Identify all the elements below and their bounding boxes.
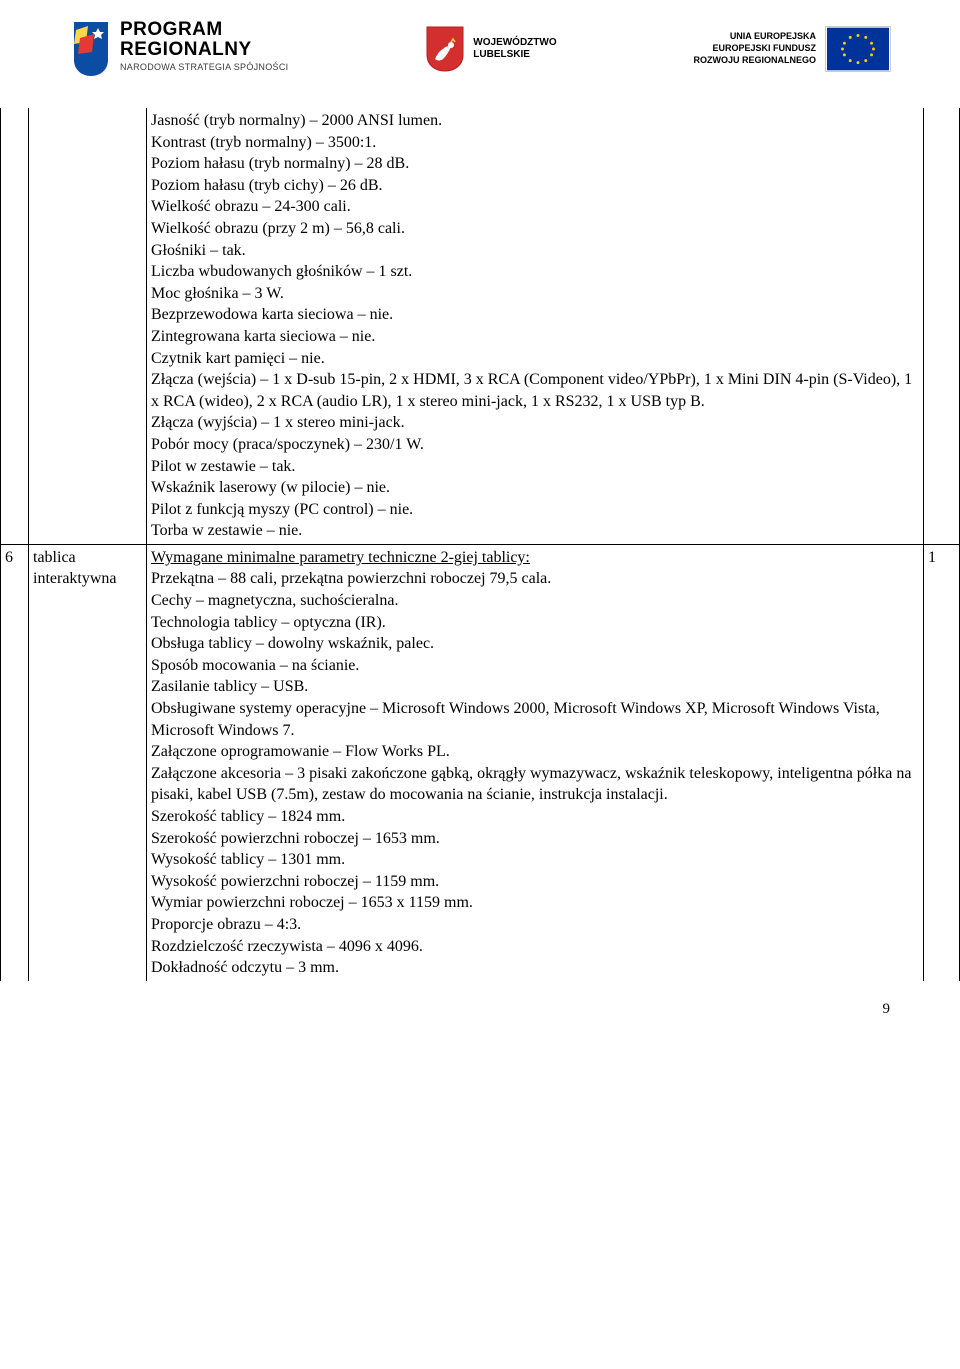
eu-flag-icon <box>826 27 890 71</box>
spec-line: Torba w zestawie – nie. <box>151 520 919 542</box>
spec-line: Wielkość obrazu (przy 2 m) – 56,8 cali. <box>151 218 919 240</box>
pr-line2: REGIONALNY <box>120 40 288 60</box>
shield-icon <box>425 25 465 73</box>
spec-line: Wielkość obrazu – 24-300 cali. <box>151 196 919 218</box>
spec-line: Moc głośnika – 3 W. <box>151 283 919 305</box>
spec-line: Rozdzielczość rzeczywista – 4096 x 4096. <box>151 936 919 958</box>
spec-line: Proporcje obrazu – 4:3. <box>151 914 919 936</box>
eu-line3: ROZWOJU REGIONALNEGO <box>693 55 816 67</box>
spec-table: Jasność (tryb normalny) – 2000 ANSI lume… <box>0 108 960 981</box>
spec-line: Obsługiwane systemy operacyjne – Microso… <box>151 698 919 741</box>
page-number: 9 <box>0 981 960 1028</box>
spec-line: Szerokość powierzchni roboczej – 1653 mm… <box>151 828 919 850</box>
spec-line: Sposób mocowania – na ścianie. <box>151 655 919 677</box>
woj-line2: LUBELSKIE <box>473 49 556 61</box>
spec-line: Załączone akcesoria – 3 pisaki zakończon… <box>151 763 919 806</box>
spec-line: Pobór mocy (praca/spoczynek) – 230/1 W. <box>151 434 919 456</box>
spec-line: Szerokość tablicy – 1824 mm. <box>151 806 919 828</box>
pr-line1: PROGRAM <box>120 20 288 40</box>
spec-line: Kontrast (tryb normalny) – 3500:1. <box>151 132 919 154</box>
spec-line: Wysokość tablicy – 1301 mm. <box>151 849 919 871</box>
pr-logo-icon <box>70 20 112 78</box>
table-row-continued: Jasność (tryb normalny) – 2000 ANSI lume… <box>1 108 960 544</box>
wojewodztwo-logo: WOJEWÓDZTWO LUBELSKIE <box>425 25 556 73</box>
spec-line: Poziom hałasu (tryb normalny) – 28 dB. <box>151 153 919 175</box>
cell-name-prev <box>29 108 147 544</box>
item-name-l2: interaktywna <box>33 568 142 590</box>
spec-line: Poziom hałasu (tryb cichy) – 26 dB. <box>151 175 919 197</box>
spec-heading: Wymagane minimalne parametry techniczne … <box>151 547 919 569</box>
spec-line: Jasność (tryb normalny) – 2000 ANSI lume… <box>151 110 919 132</box>
spec-line: Głośniki – tak. <box>151 240 919 262</box>
cell-spec: Wymagane minimalne parametry techniczne … <box>147 544 924 980</box>
spec-line: Pilot w zestawie – tak. <box>151 456 919 478</box>
spec-line: Obsługa tablicy – dowolny wskaźnik, pale… <box>151 633 919 655</box>
spec-line: Cechy – magnetyczna, suchościeralna. <box>151 590 919 612</box>
spec-line: Liczba wbudowanych głośników – 1 szt. <box>151 261 919 283</box>
program-regionalny-logo: PROGRAM REGIONALNY NARODOWA STRATEGIA SP… <box>70 20 288 78</box>
spec-line: Przekątna – 88 cali, przekątna powierzch… <box>151 568 919 590</box>
table-row: 6 tablica interaktywna Wymagane minimaln… <box>1 544 960 980</box>
eu-line1: UNIA EUROPEJSKA <box>693 31 816 43</box>
spec-line: Bezprzewodowa karta sieciowa – nie. <box>151 304 919 326</box>
item-name-l1: tablica <box>33 547 142 569</box>
spec-line: Technologia tablicy – optyczna (IR). <box>151 612 919 634</box>
spec-line: Złącza (wyjścia) – 1 x stereo mini-jack. <box>151 412 919 434</box>
spec-line: Czytnik kart pamięci – nie. <box>151 348 919 370</box>
spec-line: Pilot z funkcją myszy (PC control) – nie… <box>151 499 919 521</box>
cell-num-prev <box>1 108 29 544</box>
cell-qty: 1 <box>924 544 960 980</box>
spec-line: Wskaźnik laserowy (w pilocie) – nie. <box>151 477 919 499</box>
cell-qty-prev <box>924 108 960 544</box>
spec-line: Dokładność odczytu – 3 mm. <box>151 957 919 979</box>
spec-line: Wymiar powierzchni roboczej – 1653 x 115… <box>151 892 919 914</box>
spec-line: Załączone oprogramowanie – Flow Works PL… <box>151 741 919 763</box>
eu-line2: EUROPEJSKI FUNDUSZ <box>693 43 816 55</box>
eu-logo-block: UNIA EUROPEJSKA EUROPEJSKI FUNDUSZ ROZWO… <box>693 27 890 71</box>
cell-spec-prev: Jasność (tryb normalny) – 2000 ANSI lume… <box>147 108 924 544</box>
pr-line3: NARODOWA STRATEGIA SPÓJNOŚCI <box>120 63 288 72</box>
spec-line: Zintegrowana karta sieciowa – nie. <box>151 326 919 348</box>
page-header: PROGRAM REGIONALNY NARODOWA STRATEGIA SP… <box>0 0 960 88</box>
cell-num: 6 <box>1 544 29 980</box>
spec-line: Złącza (wejścia) – 1 x D-sub 15-pin, 2 x… <box>151 369 919 412</box>
spec-line: Zasilanie tablicy – USB. <box>151 676 919 698</box>
spec-line: Wysokość powierzchni roboczej – 1159 mm. <box>151 871 919 893</box>
cell-name: tablica interaktywna <box>29 544 147 980</box>
woj-line1: WOJEWÓDZTWO <box>473 37 556 49</box>
